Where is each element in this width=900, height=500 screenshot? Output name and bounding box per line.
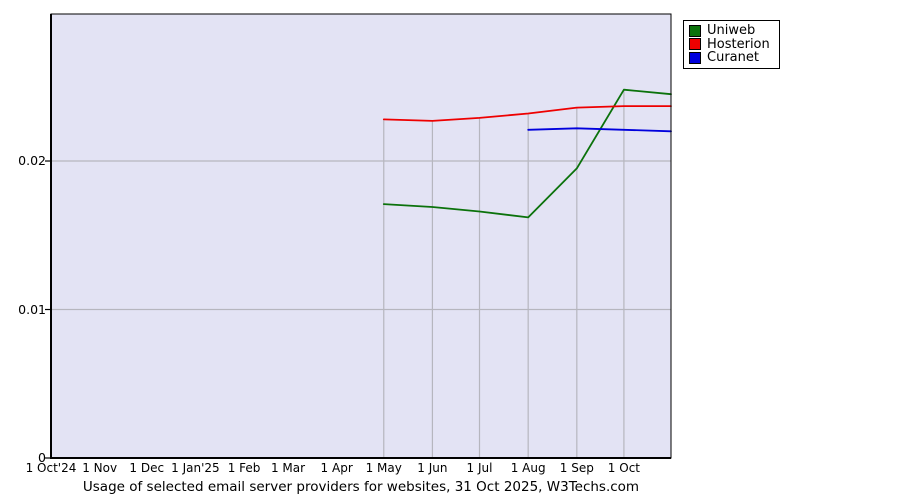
x-tick-label: 1 Mar xyxy=(270,461,306,475)
x-tick-label: 1 Jul xyxy=(466,461,493,475)
x-tick-label: 1 Dec xyxy=(129,461,165,475)
series-line-hosterion xyxy=(382,105,672,122)
y-tick-label: 0.02 xyxy=(18,153,46,168)
legend-item-curanet: Curanet xyxy=(689,50,770,66)
x-tick-label: 1 Jan'25 xyxy=(171,461,220,475)
legend-swatch-curanet xyxy=(689,51,701,64)
x-tick-label: 1 May xyxy=(365,461,402,475)
x-tick-label: 1 Oct'24 xyxy=(25,461,77,475)
legend-label: Curanet xyxy=(707,50,759,66)
x-tick-label: 1 Nov xyxy=(82,461,118,475)
legend: Uniweb Hosterion Curanet xyxy=(683,20,780,69)
legend-item-hosterion: Hosterion xyxy=(689,36,770,52)
x-tick-label: 1 Aug xyxy=(510,461,546,475)
x-tick-label: 1 Sep xyxy=(559,461,594,475)
x-tick-label: 1 Apr xyxy=(320,461,353,475)
legend-item-uniweb: Uniweb xyxy=(689,23,770,39)
y-tick-label: 0.01 xyxy=(18,301,46,317)
legend-label: Hosterion xyxy=(707,36,770,52)
plot-area xyxy=(51,14,671,458)
x-tick-label: 1 Oct xyxy=(607,461,640,475)
legend-swatch-hosterion xyxy=(689,38,701,51)
y-tick-label: 0 xyxy=(38,450,46,465)
series-line-uniweb xyxy=(382,88,672,219)
chart-title: Usage of selected email server providers… xyxy=(82,479,640,495)
x-tick-label: 1 Jun xyxy=(417,461,448,475)
legend-swatch-uniweb xyxy=(689,24,701,37)
legend-label: Uniweb xyxy=(707,23,756,39)
series-line-curanet xyxy=(527,127,672,133)
x-tick-label: 1 Feb xyxy=(227,461,261,475)
